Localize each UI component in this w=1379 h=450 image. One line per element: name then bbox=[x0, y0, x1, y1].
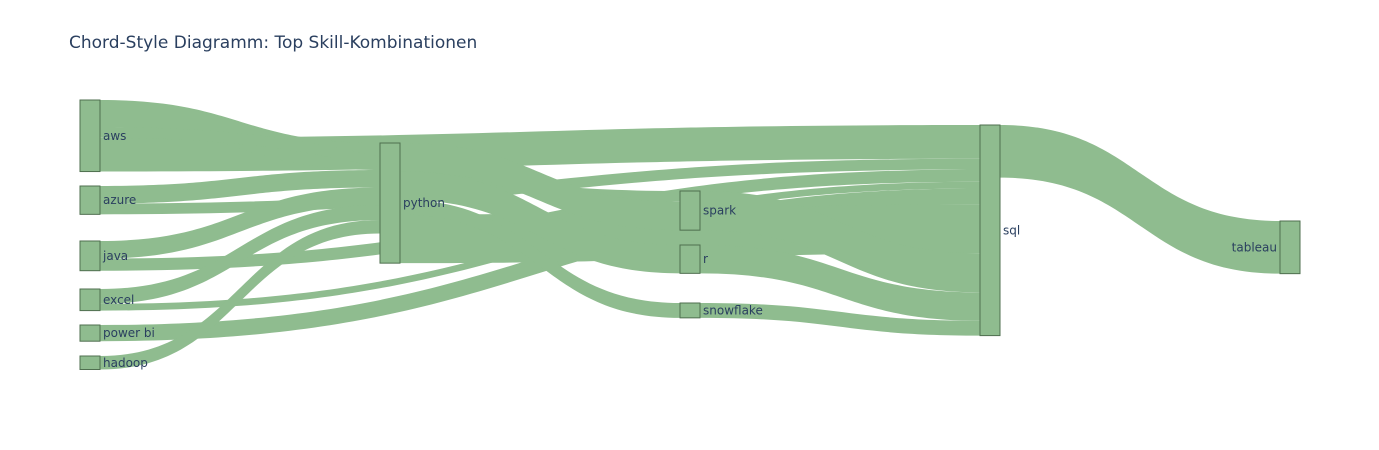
node-label-hadoop: hadoop bbox=[103, 356, 148, 370]
node-label-sql: sql bbox=[1003, 223, 1020, 237]
node-label-java: java bbox=[102, 249, 128, 263]
node-spark[interactable] bbox=[679, 190, 701, 231]
node-python[interactable] bbox=[379, 142, 401, 264]
link-java-python[interactable] bbox=[100, 187, 380, 259]
node-r[interactable] bbox=[679, 244, 701, 274]
node-label-snowflake: snowflake bbox=[703, 303, 763, 317]
node-label-python: python bbox=[403, 196, 445, 210]
sankey-labels: aws azure java excel power bi hadoop python spa… bbox=[102, 129, 1277, 370]
node-azure[interactable] bbox=[79, 185, 101, 215]
node-label-aws: aws bbox=[103, 129, 126, 143]
node-label-tableau: tableau bbox=[1232, 240, 1277, 254]
link-python-spark[interactable] bbox=[400, 143, 680, 231]
chart-title: Chord-Style Diagramm: Top Skill-Kombinat… bbox=[69, 33, 478, 53]
link-python-r[interactable] bbox=[400, 171, 680, 274]
node-label-r: r bbox=[703, 252, 708, 266]
link-azure-python[interactable] bbox=[100, 170, 380, 204]
node-java[interactable] bbox=[79, 240, 101, 272]
node-excel[interactable] bbox=[79, 288, 101, 312]
link-python-snowflake[interactable] bbox=[400, 199, 680, 318]
link-excel-python[interactable] bbox=[100, 205, 380, 304]
node-label-power_bi: power bi bbox=[103, 326, 155, 340]
link-spark-sql[interactable] bbox=[700, 191, 980, 293]
node-label-spark: spark bbox=[703, 204, 736, 218]
link-r-sql[interactable] bbox=[700, 245, 980, 321]
node-sql[interactable] bbox=[979, 124, 1001, 337]
node-label-azure: azure bbox=[103, 193, 136, 207]
sankey-links bbox=[100, 100, 1280, 370]
node-snowflake[interactable] bbox=[679, 302, 701, 319]
node-power_bi[interactable] bbox=[79, 324, 101, 342]
link-hadoop-python[interactable] bbox=[100, 219, 380, 370]
sankey-nodes bbox=[79, 99, 1301, 370]
node-hadoop[interactable] bbox=[79, 355, 101, 370]
link-snowflake-sql[interactable] bbox=[700, 303, 980, 336]
node-tableau[interactable] bbox=[1279, 220, 1301, 275]
link-sql-tableau[interactable] bbox=[1000, 125, 1280, 274]
node-label-excel: excel bbox=[103, 293, 134, 307]
node-aws[interactable] bbox=[79, 99, 101, 173]
